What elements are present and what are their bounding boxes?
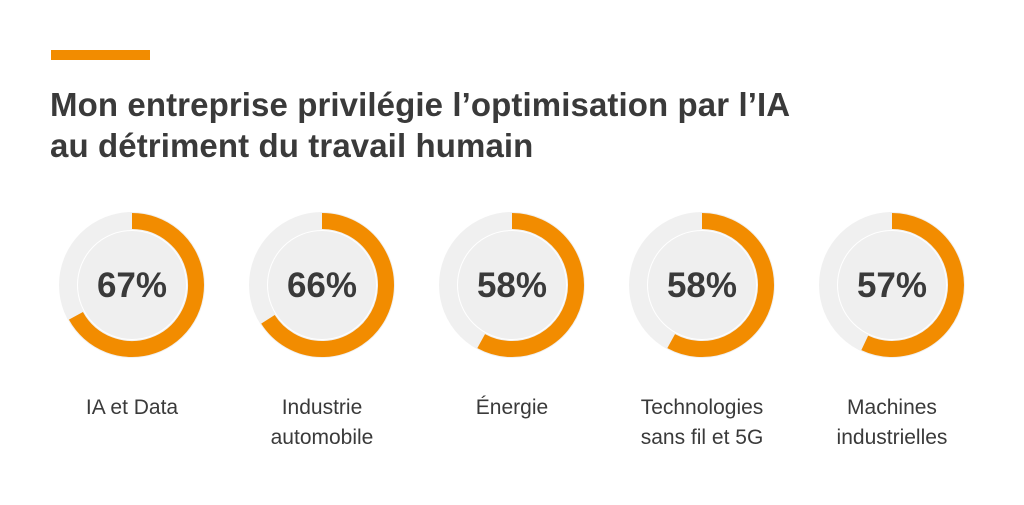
donut-5: 57% Machines industrielles (819, 212, 965, 449)
donut-4: 58% Technologies sans fil et 5G (629, 212, 775, 449)
category-label: Machines (847, 396, 937, 419)
donut-center (268, 231, 376, 339)
donut-center (458, 231, 566, 339)
donut-center (648, 231, 756, 339)
category-label: automobile (271, 426, 374, 449)
category-label: Énergie (476, 396, 548, 419)
category-label: Technologies (641, 396, 764, 419)
category-label: Industrie (282, 396, 363, 419)
donut-value-label: 67% (97, 266, 167, 305)
donut-arc (477, 213, 584, 357)
donut-arc (68, 213, 204, 357)
chart-title-line-2: au détriment du travail humain (50, 127, 534, 164)
donut-arc (261, 213, 394, 357)
category-label: IA et Data (86, 396, 179, 419)
category-label: sans fil et 5G (641, 426, 764, 449)
donut-1: 67% IA et Data (59, 212, 205, 419)
donut-value-label: 57% (857, 266, 927, 305)
donut-value-label: 66% (287, 266, 357, 305)
donut-arc (861, 213, 964, 357)
donut-value-label: 58% (667, 266, 737, 305)
donut-center (838, 231, 946, 339)
chart-title: Mon entreprise privilégie l’optimisation… (50, 84, 980, 166)
accent-bar (51, 50, 150, 60)
donut-center (78, 231, 186, 339)
donut-2: 66% Industrie automobile (249, 212, 395, 449)
donut-value-label: 58% (477, 266, 547, 305)
category-label: industrielles (837, 426, 948, 449)
donut-arc (667, 213, 774, 357)
chart-title-line-1: Mon entreprise privilégie l’optimisation… (50, 86, 791, 123)
donut-3: 58% Énergie (439, 212, 585, 419)
